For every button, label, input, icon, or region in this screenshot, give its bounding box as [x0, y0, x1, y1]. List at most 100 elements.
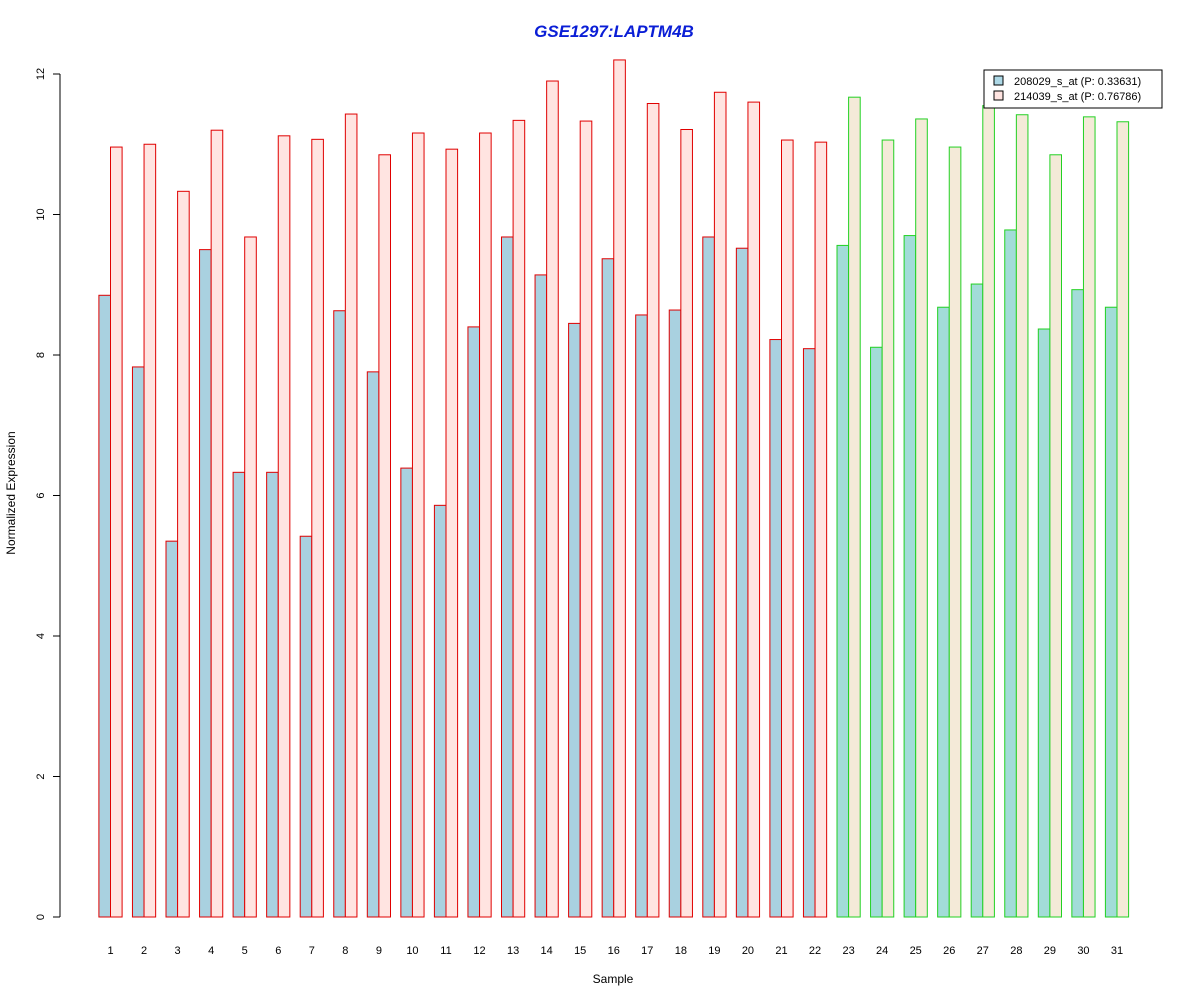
x-tick-label: 12 [473, 945, 485, 957]
bar-series-1 [534, 274, 548, 918]
bar-series-2 [244, 236, 257, 918]
bar-series-1 [467, 326, 481, 918]
x-tick-label: 21 [775, 945, 787, 957]
x-tick-label: 24 [876, 945, 888, 957]
x-tick-label: 13 [507, 945, 519, 957]
x-tick-label: 26 [943, 945, 955, 957]
x-tick-label: 22 [809, 945, 821, 957]
x-tick-label: 3 [175, 945, 181, 957]
bar-series-1 [635, 314, 648, 918]
bar-series-2 [378, 154, 391, 918]
bar-series-1 [601, 258, 615, 918]
bar-series-1 [802, 348, 816, 918]
bar-series-2 [1015, 114, 1029, 918]
x-tick-label: 30 [1077, 945, 1089, 957]
x-tick-label: 31 [1111, 945, 1123, 957]
bar-series-1 [568, 322, 581, 918]
bar-series-1 [1037, 328, 1051, 918]
bar-series-2 [210, 129, 224, 918]
bar-series-2 [1082, 116, 1096, 918]
x-tick-label: 27 [977, 945, 989, 957]
x-tick-label: 19 [708, 945, 720, 957]
bar-series-1 [970, 283, 984, 918]
legend-box [983, 69, 1163, 109]
x-tick-label: 29 [1044, 945, 1056, 957]
bar-series-1 [400, 467, 413, 918]
bar-series-2 [814, 141, 828, 918]
bar-series-1 [668, 309, 682, 918]
x-tick-label: 2 [141, 945, 147, 957]
bar-series-2 [177, 190, 190, 918]
x-tick-label: 10 [406, 945, 418, 957]
legend-swatch-series-2 [993, 90, 1004, 101]
x-tick-label: 16 [608, 945, 620, 957]
y-tick-label: 8 [35, 352, 47, 358]
x-axis-label: Sample [593, 972, 634, 986]
bar-series-1 [501, 236, 514, 918]
bar-series-1 [1104, 306, 1118, 918]
bar-series-1 [1071, 289, 1084, 918]
bar-series-2 [713, 91, 727, 918]
bar-series-1 [433, 504, 447, 918]
bar-series-1 [232, 471, 246, 918]
x-tick-label: 14 [541, 945, 553, 957]
x-tick-label: 28 [1010, 945, 1022, 957]
bar-series-2 [881, 139, 895, 918]
x-tick-label: 7 [309, 945, 315, 957]
bar-series-1 [366, 371, 380, 918]
bar-series-2 [277, 135, 291, 918]
bar-series-2 [848, 96, 861, 918]
x-tick-label: 11 [440, 945, 451, 957]
bar-series-1 [199, 249, 212, 918]
bar-series-2 [1049, 154, 1063, 918]
x-tick-label: 9 [376, 945, 382, 957]
bar-series-2 [1116, 121, 1130, 918]
bar-series-1 [299, 535, 313, 918]
x-tick-label: 20 [742, 945, 754, 957]
x-tick-label: 8 [342, 945, 348, 957]
x-tick-label: 18 [675, 945, 687, 957]
bar-series-2 [512, 119, 526, 918]
bar-series-2 [143, 143, 157, 918]
x-tick-label: 25 [910, 945, 922, 957]
bar-series-2 [411, 132, 425, 918]
y-tick-label: 2 [35, 773, 47, 779]
bar-series-1 [98, 294, 112, 918]
x-tick-label: 6 [275, 945, 281, 957]
bar-series-2 [344, 113, 358, 918]
y-axis-label: Normalized Expression [4, 431, 18, 554]
legend-swatch-series-1 [993, 75, 1004, 86]
x-tick-label: 15 [574, 945, 586, 957]
bar-series-2 [110, 146, 123, 918]
x-tick-label: 1 [107, 945, 113, 957]
y-tick-label: 0 [35, 914, 47, 920]
bar-series-1 [937, 306, 950, 918]
bar-series-1 [333, 310, 346, 918]
bar-series-2 [311, 138, 324, 918]
bar-series-2 [479, 132, 492, 918]
legend-label-series-2: 214039_s_at (P: 0.76786) [1014, 91, 1141, 103]
bars-group [98, 59, 1130, 918]
bar-series-2 [915, 118, 928, 918]
bar-series-1 [165, 540, 179, 918]
y-tick-label: 10 [35, 208, 47, 220]
x-tick-label: 23 [842, 945, 854, 957]
y-tick-label: 6 [35, 492, 47, 498]
bar-series-2 [982, 105, 995, 918]
chart-title: GSE1297:LAPTM4B [534, 22, 694, 41]
bar-series-2 [445, 148, 459, 918]
bar-series-1 [266, 471, 279, 918]
bar-series-1 [903, 235, 917, 918]
bar-series-1 [870, 346, 883, 918]
x-tick-label: 5 [242, 945, 248, 957]
x-tick-labels: 1 2 3 4 5 6 7 8 9 10 11 12 13 14 15 16 17 18 19 20 21 22 23 24 2… [107, 945, 1123, 957]
bar-series-2 [613, 59, 626, 918]
bar-series-2 [546, 80, 559, 918]
bar-series-1 [131, 366, 145, 918]
bar-series-2 [646, 103, 660, 918]
bar-series-2 [948, 146, 962, 918]
x-tick-label: 4 [208, 945, 214, 957]
y-axis: 0 2 4 6 8 10 12 [35, 68, 61, 920]
